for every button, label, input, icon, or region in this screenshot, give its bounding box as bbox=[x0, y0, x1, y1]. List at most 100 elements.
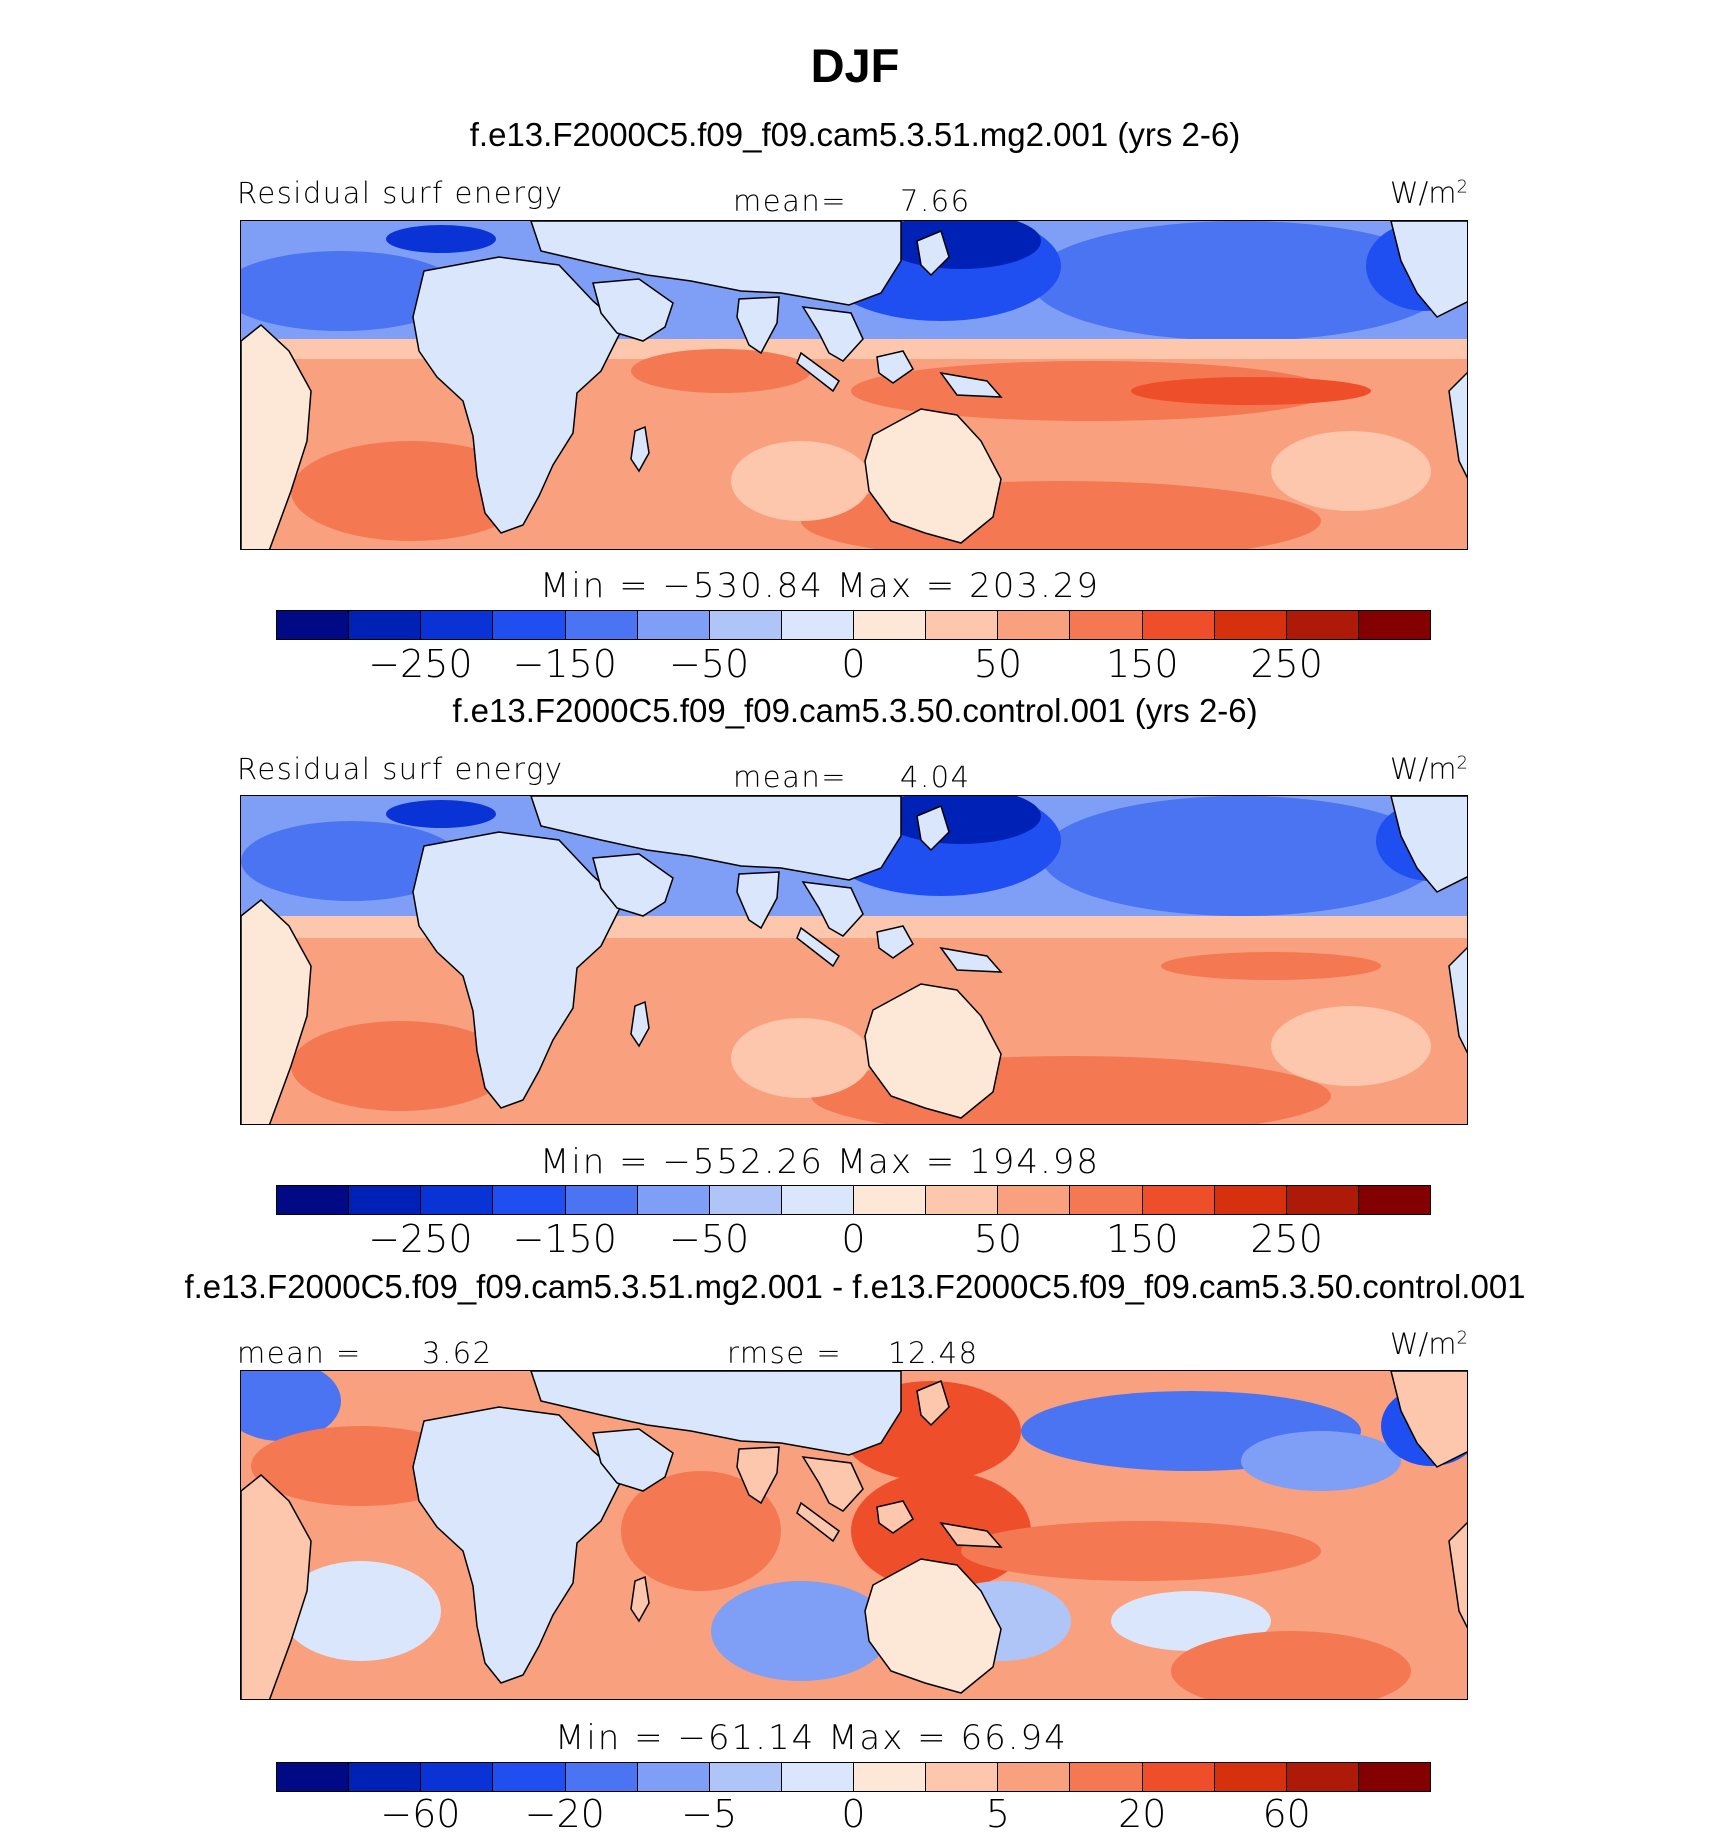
panel-3-colorbar bbox=[276, 1762, 1431, 1792]
colorbar-tick-label: −20 bbox=[524, 1792, 605, 1836]
panel-1-min-max: Min = −530.84 Max = 203.29 bbox=[540, 566, 1101, 606]
coastline-arabia bbox=[592, 853, 674, 917]
field-region bbox=[711, 1581, 891, 1681]
colorbar-tick-label: 20 bbox=[1118, 1792, 1167, 1836]
colorbar-swatch bbox=[998, 1186, 1071, 1214]
colorbar-swatch bbox=[926, 611, 999, 639]
colorbar-swatch bbox=[854, 1763, 927, 1791]
coastline-samerica bbox=[241, 324, 312, 549]
panel-2-mean-label: mean= bbox=[733, 760, 848, 794]
colorbar-swatch bbox=[349, 1763, 422, 1791]
coastline-africa bbox=[412, 256, 624, 534]
field-region bbox=[1031, 221, 1451, 341]
panel-3-mean-value: 3.62 bbox=[422, 1336, 493, 1370]
field-region bbox=[386, 800, 496, 828]
coastline-namerica bbox=[1390, 796, 1467, 893]
colorbar-swatch bbox=[926, 1763, 999, 1791]
field-region bbox=[291, 1021, 511, 1111]
panel-2-mean-value: 4.04 bbox=[900, 760, 971, 794]
colorbar-swatch bbox=[998, 611, 1071, 639]
field-region bbox=[621, 1471, 781, 1591]
coastline-newguinea bbox=[939, 371, 1003, 398]
colorbar-swatch bbox=[421, 1763, 494, 1791]
coastline-asia bbox=[530, 796, 902, 881]
colorbar-tick-label: 150 bbox=[1105, 1217, 1179, 1261]
colorbar-swatch bbox=[854, 611, 927, 639]
colorbar-tick-label: −50 bbox=[669, 1217, 750, 1261]
colorbar-swatch bbox=[421, 611, 494, 639]
coastline-borneo bbox=[876, 350, 914, 384]
panel-2-variable-label: Residual surf energy bbox=[237, 752, 564, 786]
colorbar-swatch bbox=[1214, 1763, 1287, 1791]
field-region bbox=[281, 1561, 441, 1661]
coastline-samerica bbox=[241, 1474, 312, 1699]
field-region bbox=[1241, 1431, 1401, 1491]
colorbar-tick-label: −150 bbox=[512, 1217, 617, 1261]
coastline-madagascar bbox=[630, 1575, 650, 1623]
coastline-sam_west bbox=[1448, 946, 1467, 1054]
colorbar-tick-label: 5 bbox=[985, 1792, 1010, 1836]
colorbar-swatch bbox=[1358, 1186, 1430, 1214]
panel-3-rmse-label: rmse = bbox=[727, 1336, 843, 1370]
colorbar-tick-label: −5 bbox=[681, 1792, 738, 1836]
coastline-sumatra bbox=[796, 351, 840, 393]
coastline-namerica bbox=[1390, 221, 1467, 318]
figure-title: DJF bbox=[810, 39, 900, 92]
panel-1-units: W/m2 bbox=[1389, 176, 1468, 210]
field-region bbox=[241, 821, 461, 901]
colorbar-swatch bbox=[277, 611, 350, 639]
colorbar-swatch bbox=[493, 1186, 566, 1214]
field-region bbox=[1041, 796, 1441, 916]
colorbar-swatch bbox=[1142, 611, 1215, 639]
coastline-africa bbox=[412, 831, 624, 1109]
coastline-namerica bbox=[1390, 1371, 1467, 1468]
coastline-australia bbox=[864, 408, 1002, 544]
colorbar-tick-label: 250 bbox=[1250, 1217, 1323, 1261]
panel-2-colorbar bbox=[276, 1185, 1431, 1215]
colorbar-tick-label: 50 bbox=[973, 1217, 1023, 1261]
coastline-asia bbox=[530, 221, 902, 306]
coastline-madagascar bbox=[630, 1000, 650, 1048]
colorbar-swatch bbox=[1070, 611, 1143, 639]
colorbar-tick-label: −150 bbox=[512, 642, 617, 686]
colorbar-swatch bbox=[998, 1763, 1071, 1791]
coastline-india bbox=[736, 871, 780, 930]
colorbar-swatch bbox=[637, 1763, 710, 1791]
colorbar-tick-label: 50 bbox=[973, 642, 1023, 686]
field-region bbox=[241, 1371, 341, 1441]
field-region bbox=[731, 1018, 871, 1098]
colorbar-swatch bbox=[1070, 1763, 1143, 1791]
colorbar-tick-label: 150 bbox=[1105, 642, 1179, 686]
colorbar-swatch bbox=[709, 611, 782, 639]
panel-2-case-title: f.e13.F2000C5.f09_f09.cam5.3.50.control.… bbox=[452, 692, 1258, 729]
colorbar-swatch bbox=[1070, 1186, 1143, 1214]
coastline-japan bbox=[916, 804, 950, 852]
coastline-australia bbox=[864, 1558, 1002, 1694]
coastline-seasia bbox=[801, 1456, 864, 1512]
colorbar-tick-label: −250 bbox=[368, 1217, 473, 1261]
colorbar-swatch bbox=[637, 1186, 710, 1214]
coastline-seasia bbox=[801, 881, 864, 937]
coastline-madagascar bbox=[630, 425, 650, 473]
colorbar-swatch bbox=[493, 611, 566, 639]
colorbar-swatch bbox=[493, 1763, 566, 1791]
colorbar-swatch bbox=[349, 1186, 422, 1214]
colorbar-swatch bbox=[1214, 611, 1287, 639]
colorbar-swatch bbox=[781, 1763, 854, 1791]
coastline-newguinea bbox=[939, 946, 1003, 973]
colorbar-swatch bbox=[854, 1186, 927, 1214]
colorbar-tick-label: −60 bbox=[380, 1792, 461, 1836]
field-region bbox=[731, 441, 871, 521]
field-region bbox=[291, 441, 531, 541]
colorbar-swatch bbox=[1142, 1186, 1215, 1214]
colorbar-swatch bbox=[926, 1186, 999, 1214]
colorbar-swatch bbox=[565, 1186, 638, 1214]
coastline-sumatra bbox=[796, 926, 840, 968]
coastline-sam_west bbox=[1448, 1521, 1467, 1629]
colorbar-swatch bbox=[1358, 611, 1430, 639]
colorbar-tick-label: 250 bbox=[1250, 642, 1323, 686]
field-region bbox=[1161, 952, 1381, 980]
coastline-japan bbox=[916, 229, 950, 277]
field-region bbox=[851, 361, 1331, 421]
field-region bbox=[1171, 1631, 1411, 1699]
